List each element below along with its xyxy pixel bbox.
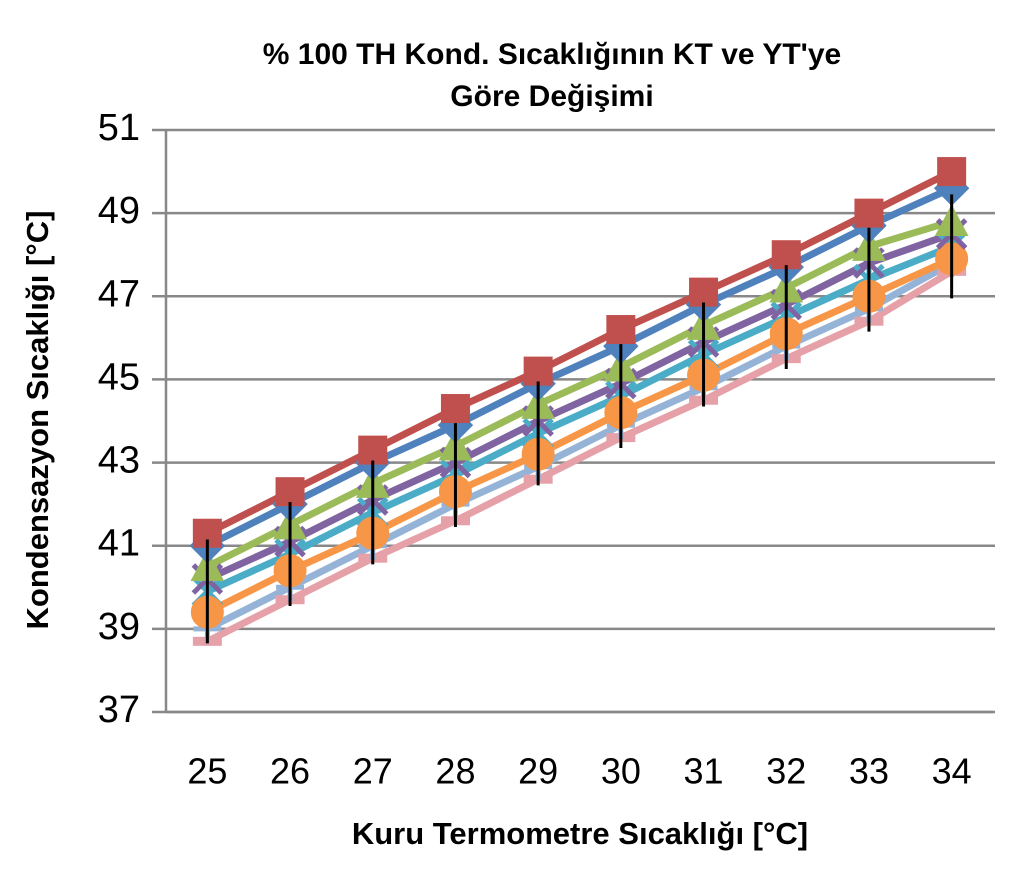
marker	[606, 315, 636, 345]
chart-title: % 100 TH Kond. Sıcaklığının KT ve YT'ye	[263, 38, 841, 71]
series-line	[205, 185, 954, 549]
marker	[440, 394, 470, 424]
x-tick-label: 34	[932, 751, 972, 792]
y-tick-label: 39	[98, 606, 140, 648]
x-tick-label: 26	[270, 751, 310, 792]
series-line	[205, 259, 954, 632]
x-tick-label: 27	[353, 751, 393, 792]
x-tick-label: 33	[849, 751, 889, 792]
marker	[523, 356, 553, 386]
series-line	[205, 218, 953, 570]
series-line	[205, 243, 953, 595]
x-tick-label: 32	[766, 751, 806, 792]
series-line	[205, 255, 954, 616]
y-tick-label: 45	[98, 356, 140, 398]
x-tick-label: 25	[187, 751, 227, 792]
y-tick-label: 41	[98, 523, 140, 565]
marker	[275, 477, 305, 507]
y-axis-label: Kondensazyon Sıcaklığı [°C]	[20, 211, 55, 630]
series-line	[205, 268, 954, 645]
marker	[689, 277, 719, 307]
series-line	[205, 230, 953, 583]
chart-title: Göre Değişimi	[450, 80, 653, 113]
x-tick-label: 29	[518, 751, 558, 792]
x-tick-label: 31	[684, 751, 724, 792]
x-axis-label: Kuru Termometre Sıcaklığı [°C]	[352, 816, 808, 851]
y-tick-label: 47	[98, 273, 140, 315]
marker	[358, 435, 388, 465]
plot-area: 37 39 41 43 45 47 49 51 25 26 27 28 29 30 31 32 33 34	[98, 107, 995, 792]
x-tick-label: 28	[435, 751, 475, 792]
marker	[854, 198, 884, 228]
y-tick-label: 49	[98, 190, 140, 232]
marker	[937, 157, 967, 187]
y-tick-label: 51	[98, 107, 140, 149]
y-tick-label: 43	[98, 440, 140, 482]
x-tick-label: 30	[601, 751, 641, 792]
series-line	[205, 168, 954, 537]
y-tick-label: 37	[98, 689, 140, 731]
marker	[771, 240, 801, 270]
